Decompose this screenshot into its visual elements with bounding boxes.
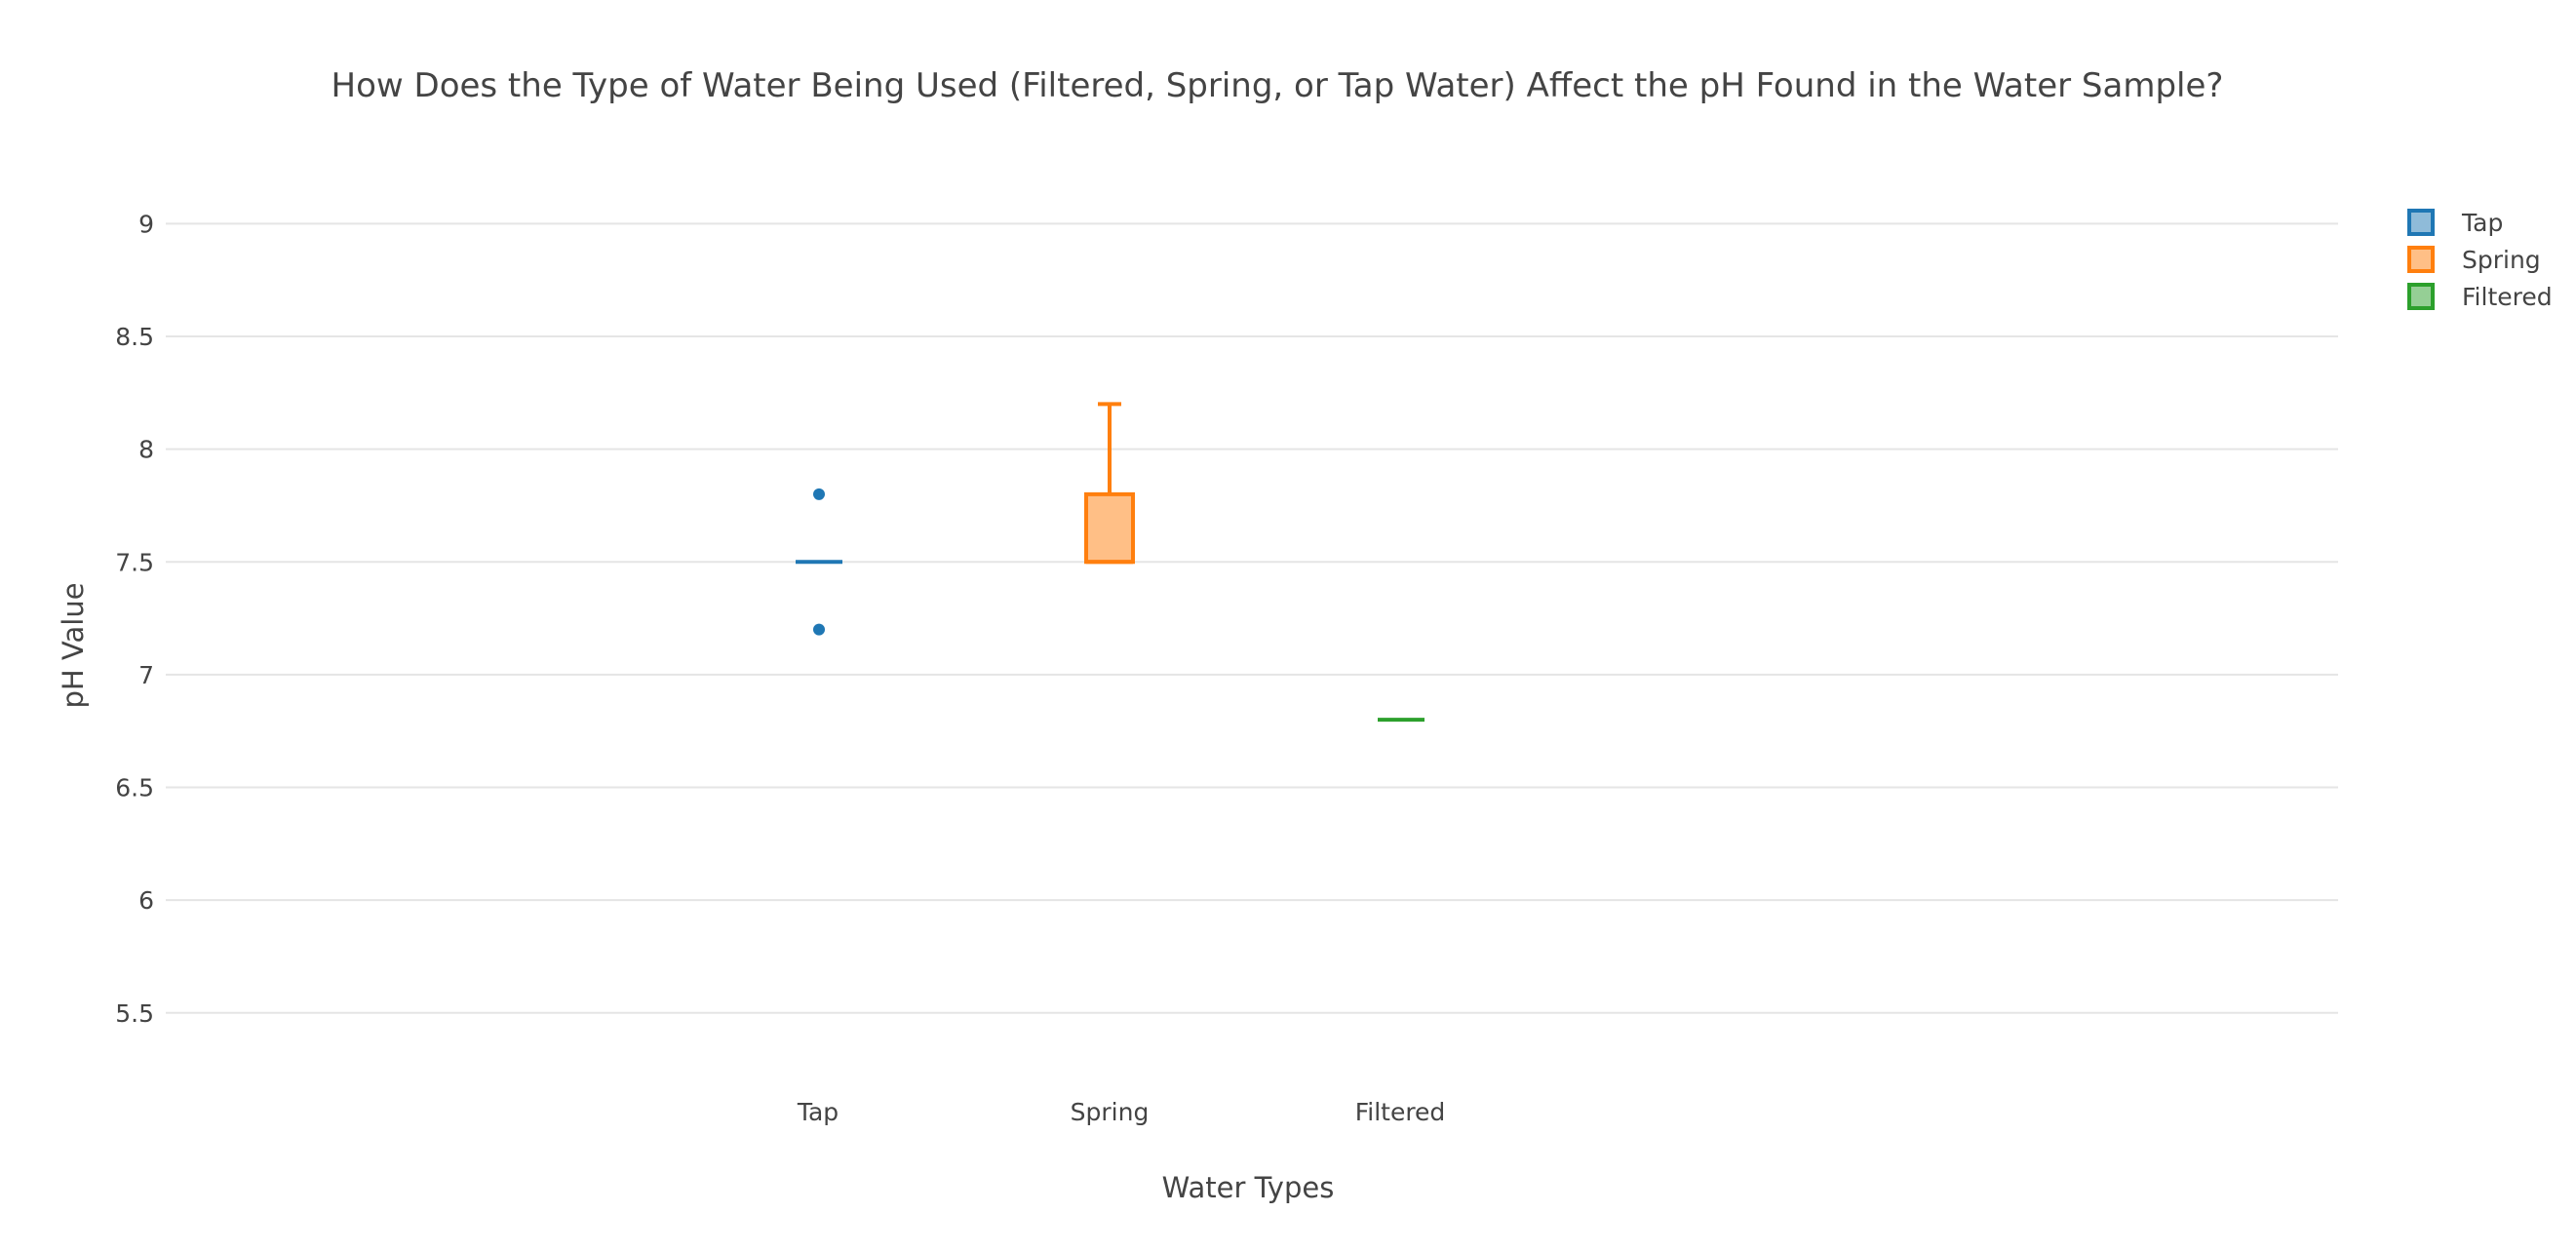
x-tick-labels: Tap Spring Filtered <box>797 1098 1445 1126</box>
y-tick-label: 7.5 <box>115 548 154 576</box>
legend-swatch <box>2407 209 2435 236</box>
y-tick-label: 5.5 <box>115 999 154 1028</box>
legend-item-filtered[interactable]: Filtered <box>2407 283 2553 311</box>
outlier-point <box>813 488 825 500</box>
y-tick-labels: 9 8.5 8 7.5 7 6.5 6 5.5 <box>115 210 154 1027</box>
box <box>1084 491 1135 565</box>
legend-label: Filtered <box>2462 283 2553 311</box>
box-trace-spring[interactable] <box>1084 402 1135 565</box>
y-tick-label: 8.5 <box>115 323 154 351</box>
x-tick-label: Filtered <box>1355 1098 1446 1126</box>
legend-item-spring[interactable]: Spring <box>2407 246 2541 274</box>
y-tick-label: 6 <box>138 886 154 915</box>
box-traces <box>796 402 1425 723</box>
legend[interactable]: Tap Spring Filtered <box>2407 209 2553 311</box>
y-tick-label: 7 <box>138 661 154 689</box>
outlier-point <box>813 623 825 636</box>
y-tick-label: 8 <box>138 436 154 464</box>
x-tick-label: Spring <box>1071 1098 1150 1126</box>
chart-title: How Does the Type of Water Being Used (F… <box>332 66 2224 105</box>
y-tick-label: 9 <box>138 210 154 238</box>
legend-swatch <box>2407 283 2435 310</box>
legend-label: Tap <box>2461 209 2503 237</box>
legend-label: Spring <box>2462 246 2541 274</box>
x-tick-label: Tap <box>797 1098 839 1126</box>
y-tick-label: 6.5 <box>115 774 154 802</box>
legend-swatch <box>2407 246 2435 273</box>
legend-item-tap[interactable]: Tap <box>2407 209 2503 237</box>
box-trace-tap[interactable] <box>796 488 842 636</box>
y-axis-title: pH Value <box>57 582 90 708</box>
x-axis-title: Water Types <box>1162 1171 1335 1204</box>
gridlines <box>166 222 2338 1014</box>
